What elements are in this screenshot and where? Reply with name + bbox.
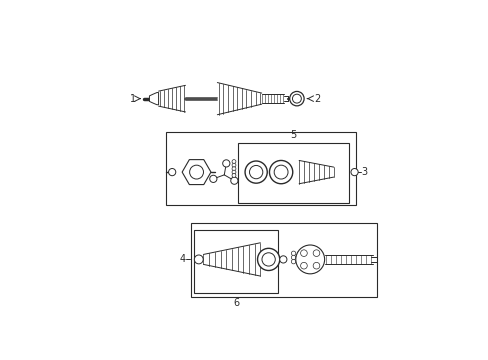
Circle shape: [189, 165, 203, 179]
Polygon shape: [149, 93, 158, 105]
Circle shape: [262, 253, 275, 266]
Circle shape: [291, 260, 295, 264]
Circle shape: [269, 161, 292, 184]
Circle shape: [274, 165, 287, 179]
Bar: [191, 223, 376, 297]
Circle shape: [168, 168, 175, 176]
Circle shape: [232, 170, 235, 174]
Circle shape: [289, 91, 304, 106]
Circle shape: [232, 167, 235, 171]
Bar: [166, 132, 355, 205]
Text: 1: 1: [129, 94, 136, 104]
Polygon shape: [182, 159, 210, 185]
Circle shape: [249, 166, 262, 179]
Text: 2: 2: [313, 94, 320, 104]
Text: 6: 6: [232, 298, 239, 308]
Circle shape: [291, 255, 295, 260]
Circle shape: [230, 177, 238, 184]
Circle shape: [297, 251, 301, 256]
Bar: [193, 230, 278, 293]
Text: 5: 5: [290, 130, 296, 140]
Circle shape: [350, 168, 357, 176]
Circle shape: [257, 248, 279, 270]
Bar: [238, 143, 348, 203]
Circle shape: [312, 250, 319, 256]
Circle shape: [312, 262, 319, 269]
Circle shape: [297, 255, 301, 260]
Circle shape: [232, 163, 235, 167]
Circle shape: [300, 250, 306, 256]
Circle shape: [303, 253, 316, 266]
Circle shape: [222, 160, 229, 167]
Circle shape: [209, 175, 217, 183]
Circle shape: [300, 262, 306, 269]
Circle shape: [298, 248, 321, 271]
Circle shape: [232, 159, 235, 163]
Circle shape: [194, 255, 203, 264]
Text: 3: 3: [361, 167, 367, 177]
Circle shape: [291, 251, 295, 256]
Circle shape: [244, 161, 267, 183]
Circle shape: [279, 256, 286, 263]
Circle shape: [292, 94, 301, 103]
Circle shape: [232, 174, 235, 177]
Circle shape: [295, 245, 324, 274]
Text: 4: 4: [179, 255, 185, 264]
Circle shape: [297, 260, 301, 264]
